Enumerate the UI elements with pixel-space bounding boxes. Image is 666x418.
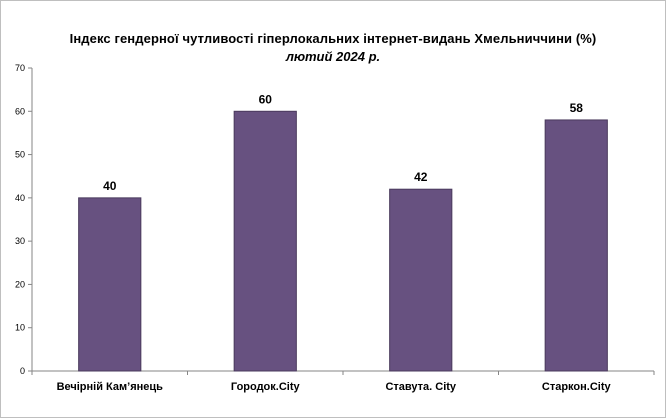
y-tick-label: 20 — [15, 279, 25, 289]
data-label: 40 — [103, 179, 117, 193]
bar — [233, 110, 297, 372]
y-tick-label: 60 — [15, 106, 25, 116]
data-label: 58 — [570, 101, 584, 115]
data-label: 60 — [259, 92, 273, 106]
y-tick-label: 0 — [20, 366, 25, 376]
y-tick-label: 70 — [15, 63, 25, 73]
category-label: Старкон.City — [542, 381, 612, 393]
bar — [78, 197, 142, 372]
bar — [544, 119, 608, 372]
chart-title: Індекс гендерної чутливості гіперлокальн… — [69, 31, 597, 46]
y-tick-label: 50 — [15, 150, 25, 160]
category-label: Ставута. City — [385, 381, 456, 393]
y-tick-label: 30 — [15, 236, 25, 246]
y-tick-label: 40 — [15, 193, 25, 203]
data-label: 42 — [414, 170, 428, 184]
category-label: Городок.City — [231, 381, 301, 393]
bar — [389, 188, 453, 372]
category-label: Вечірній Кам’янець — [57, 381, 164, 393]
y-tick-label: 10 — [15, 323, 25, 333]
chart-subtitle: лютий 2024 р. — [285, 49, 381, 64]
